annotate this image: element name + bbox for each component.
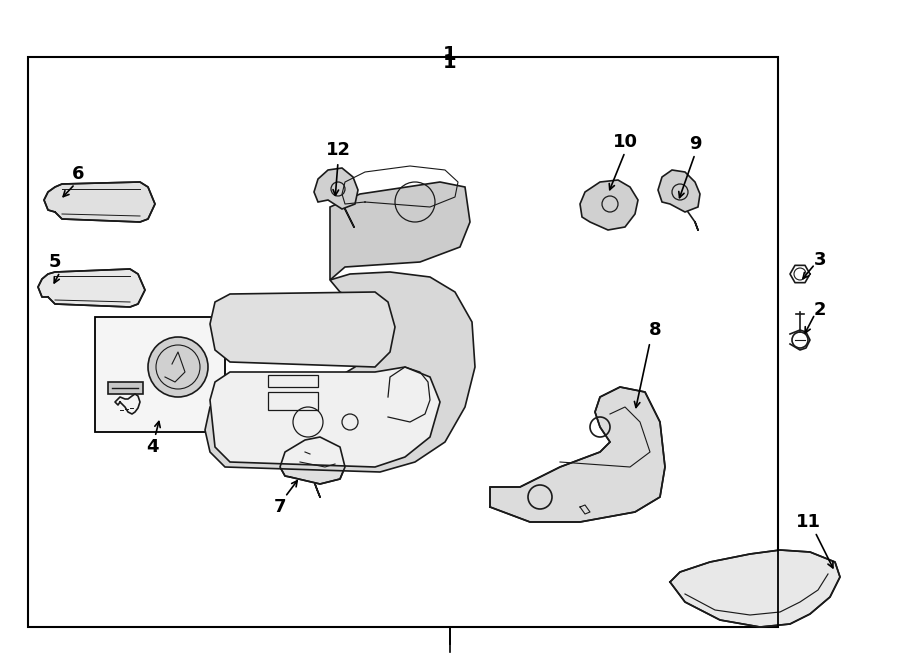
Polygon shape bbox=[280, 437, 345, 484]
Text: 11: 11 bbox=[796, 513, 821, 531]
Text: 4: 4 bbox=[146, 438, 158, 456]
Polygon shape bbox=[44, 182, 155, 222]
Text: 5: 5 bbox=[49, 253, 61, 271]
Text: 6: 6 bbox=[72, 165, 85, 183]
Polygon shape bbox=[330, 182, 470, 280]
Polygon shape bbox=[205, 272, 475, 472]
Bar bbox=[95, 317, 225, 432]
Text: 2: 2 bbox=[814, 301, 826, 319]
Polygon shape bbox=[210, 367, 440, 467]
Polygon shape bbox=[658, 170, 700, 212]
Bar bbox=[108, 382, 143, 394]
Text: 8: 8 bbox=[649, 321, 662, 339]
Bar bbox=[28, 57, 778, 627]
Polygon shape bbox=[670, 550, 840, 627]
Bar bbox=[268, 392, 318, 410]
Polygon shape bbox=[210, 292, 395, 367]
Text: 1: 1 bbox=[443, 44, 457, 64]
Text: 9: 9 bbox=[688, 135, 701, 153]
Polygon shape bbox=[490, 387, 665, 522]
Polygon shape bbox=[314, 168, 358, 209]
Text: 1: 1 bbox=[443, 52, 457, 71]
Text: 10: 10 bbox=[613, 133, 637, 151]
Polygon shape bbox=[580, 180, 638, 230]
Text: 3: 3 bbox=[814, 251, 826, 269]
Text: 7: 7 bbox=[274, 498, 286, 516]
Polygon shape bbox=[38, 269, 145, 307]
Text: 12: 12 bbox=[326, 141, 350, 159]
Circle shape bbox=[148, 337, 208, 397]
Bar bbox=[268, 375, 318, 387]
